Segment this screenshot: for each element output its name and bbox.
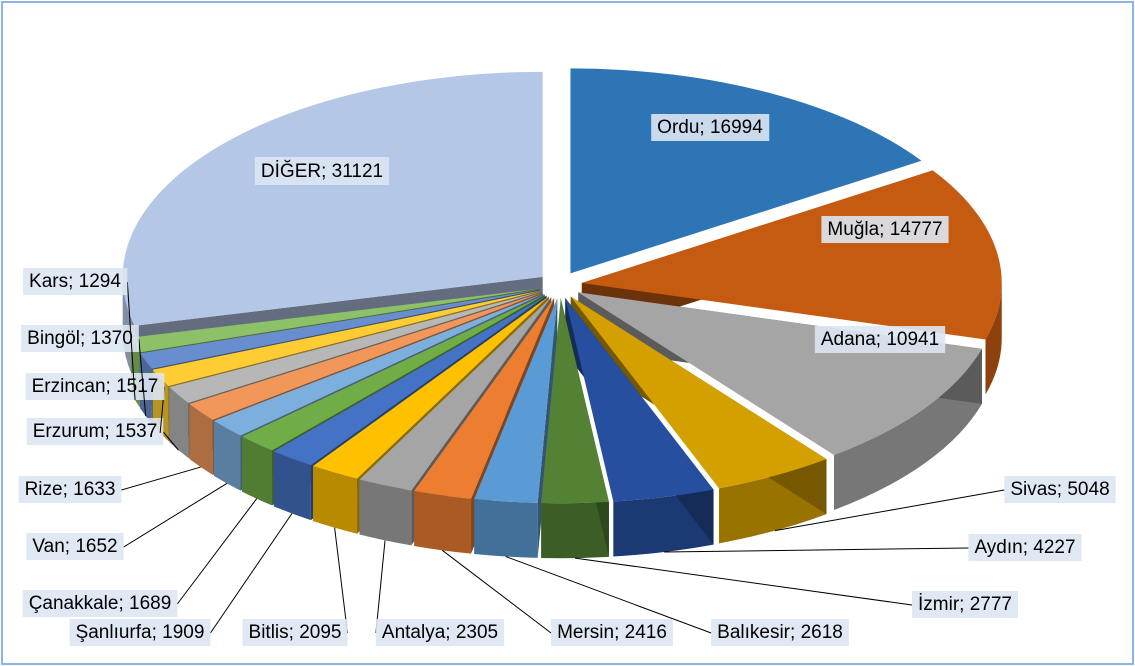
data-label-box — [375, 619, 505, 647]
data-label: Bingöl; 1370 — [27, 328, 133, 349]
data-label: Aydın; 4227 — [974, 537, 1075, 558]
leader-line — [123, 482, 228, 548]
leader-line — [664, 547, 969, 553]
leader-line — [210, 513, 293, 634]
data-label: Ordu; 16994 — [657, 117, 763, 138]
data-label: Sivas; 5048 — [1010, 479, 1109, 500]
data-label-box — [23, 268, 128, 296]
data-label: Adana; 10941 — [821, 329, 939, 350]
slice-side — [189, 403, 213, 475]
leader-line — [176, 498, 258, 605]
slice-top — [312, 296, 549, 479]
leader-line — [375, 540, 386, 634]
data-label-box — [711, 619, 849, 647]
slice-top — [578, 292, 982, 456]
slice-top — [474, 298, 558, 503]
slice-side — [312, 466, 358, 534]
data-label-box — [814, 326, 946, 354]
data-label: Antalya; 2305 — [382, 622, 498, 643]
data-label-box — [26, 418, 164, 446]
data-label: Bitlis; 2095 — [249, 622, 342, 643]
data-label: Balıkesir; 2618 — [717, 622, 843, 643]
data-label: Kars; 1294 — [29, 271, 121, 292]
slice-top — [359, 297, 552, 491]
data-label-box — [821, 216, 949, 244]
data-label-box — [21, 325, 139, 353]
slice-top — [581, 170, 1002, 340]
data-label: İzmir; 2777 — [918, 594, 1012, 615]
leader-line — [574, 557, 913, 606]
data-label: Muğla; 14777 — [827, 219, 942, 240]
leader-line — [138, 338, 147, 417]
slice-top — [414, 297, 555, 499]
data-label-box — [1004, 476, 1116, 504]
slice-side — [169, 387, 189, 458]
leader-line — [334, 527, 348, 634]
data-label-box — [18, 476, 122, 504]
slice-top — [213, 293, 544, 436]
slice-top — [541, 298, 609, 504]
leader-line — [162, 431, 179, 451]
labels: Ordu; 16994 Muğla; 14777 Adana; 10941 Sivas… — [18, 114, 1116, 647]
leader-line — [441, 549, 552, 634]
data-label-box — [968, 534, 1082, 562]
data-label: DİĞER; 31121 — [261, 160, 383, 182]
slice-side — [213, 420, 241, 491]
data-label: Şanlıurfa; 1909 — [76, 622, 205, 643]
data-label: Mersin; 2416 — [557, 622, 667, 643]
leader-line — [126, 281, 136, 401]
data-label: Çanakkale; 1689 — [29, 593, 172, 614]
data-label-box — [242, 619, 348, 647]
data-label-box — [25, 373, 165, 401]
data-label-box — [912, 591, 1018, 619]
slice-top — [273, 295, 547, 466]
slice-side — [474, 499, 538, 558]
slice-side — [359, 479, 412, 546]
data-label-box — [551, 619, 673, 647]
slice-top — [130, 288, 539, 353]
data-label-box — [651, 114, 770, 142]
slice-top — [122, 71, 543, 326]
slice-top — [169, 291, 542, 403]
slices — [122, 68, 1002, 559]
slice-side — [241, 436, 273, 506]
slice-top — [140, 289, 540, 369]
slice-side — [414, 490, 472, 554]
data-label-box — [22, 590, 178, 618]
data-label-box — [26, 533, 124, 561]
slice-top — [570, 296, 827, 489]
slice-top — [152, 290, 541, 387]
slice-side — [273, 451, 311, 521]
slice-top — [189, 292, 543, 420]
leader-line — [774, 489, 1005, 532]
data-label: Erzincan; 1517 — [32, 376, 159, 397]
data-label: Erzurum; 1537 — [33, 421, 158, 442]
leader-line — [505, 556, 712, 634]
slice-side — [541, 501, 609, 559]
slice-top — [241, 294, 545, 451]
data-label-box — [69, 619, 211, 647]
data-label-box — [254, 157, 390, 186]
data-label: Van; 1652 — [32, 536, 117, 557]
data-label: Rize; 1633 — [25, 479, 116, 500]
slice-side — [985, 283, 1002, 395]
slice-side — [833, 348, 982, 511]
slice-top — [565, 297, 714, 502]
leader-line — [121, 466, 201, 491]
